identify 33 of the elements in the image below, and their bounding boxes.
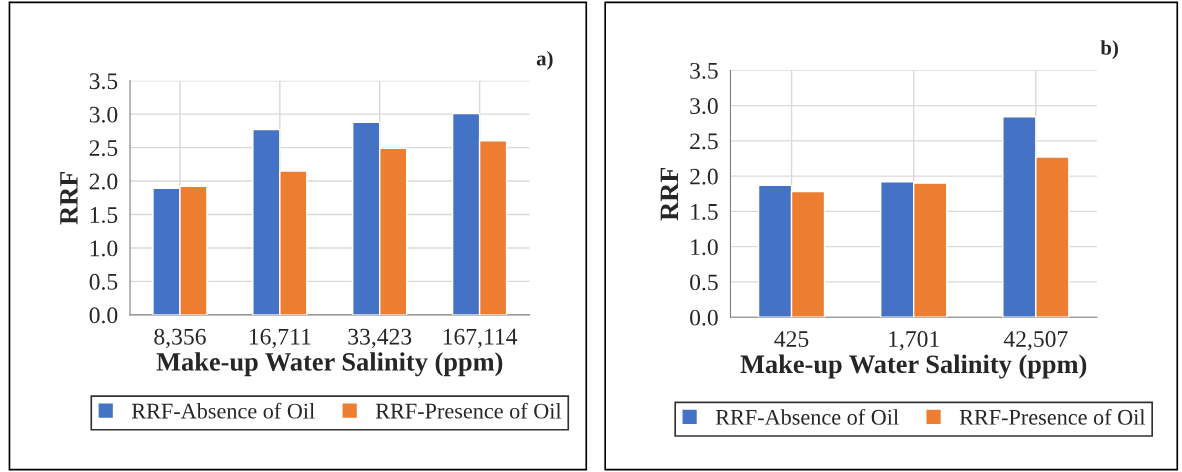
x-tick-label: 33,423	[348, 328, 412, 349]
y-tick-label: 3.5	[89, 73, 118, 90]
y-tick-label: 2.5	[690, 133, 718, 150]
x-tick-label: 8,356	[154, 328, 206, 349]
y-axis-title: RRF	[660, 167, 678, 221]
y-tick-label: 1.5	[90, 207, 118, 224]
y-tick-label: 0.5	[690, 274, 718, 291]
y-tick-label: 0.5	[89, 273, 118, 290]
x-axis-title: Make-up Water Salinity (ppm)	[156, 352, 503, 377]
x-axis-title: Make-up Water Salinity (ppm)	[740, 354, 1087, 379]
legend-label: RRF-Presence of Oil	[375, 402, 562, 419]
y-tick-label: 2.0	[89, 173, 118, 190]
y-tick-label: 3.0	[690, 98, 718, 115]
y-tick-label: 1.0	[691, 239, 718, 256]
y-tick-label: 2.5	[89, 140, 118, 157]
y-tick-label: 0.0	[690, 309, 718, 326]
y-tick-label: 3.5	[690, 62, 718, 79]
x-tick-label: 167,114	[443, 328, 518, 349]
y-axis-title: RRF	[60, 171, 78, 225]
legend-label: RRF-Absence of Oil	[131, 402, 315, 419]
y-tick-label: 0.0	[89, 307, 118, 324]
legend-label: RRF-Presence of Oil	[959, 408, 1146, 425]
x-tick-label: 425	[774, 331, 809, 347]
x-tick-label: 1,701	[889, 331, 939, 351]
y-tick-label: 2.0	[690, 168, 718, 185]
y-tick-label: 3.0	[89, 106, 118, 123]
x-tick-label: 16,711	[249, 328, 311, 349]
x-tick-label: 42,507	[1003, 331, 1068, 351]
y-tick-label: 1.0	[90, 240, 118, 257]
legend-label: RRF-Absence of Oil	[715, 408, 899, 425]
chart-title: a)	[536, 50, 553, 70]
y-tick-label: 1.5	[691, 203, 718, 220]
chart-title: b)	[1100, 40, 1118, 60]
